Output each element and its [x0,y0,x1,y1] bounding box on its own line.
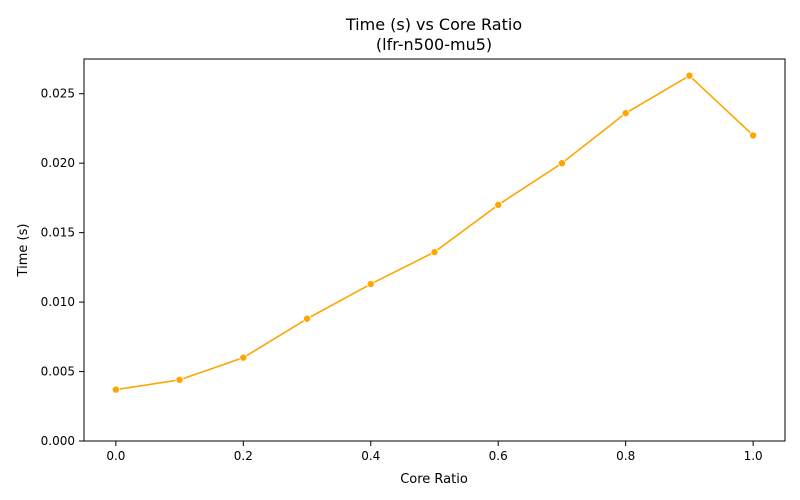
data-point [175,375,184,384]
x-tick-label: 0.2 [234,449,253,463]
x-tick-label: 0.6 [489,449,508,463]
data-point [239,353,248,362]
y-axis-ticks: 0.000 0.005 0.010 0.015 0.020 0.025 [41,87,84,448]
data-point [303,314,312,323]
data-point [749,131,758,140]
x-tick-label: 0.0 [106,449,125,463]
plot-frame [83,58,786,442]
x-tick-label: 0.8 [616,449,635,463]
series-layer [111,71,758,394]
data-point [557,159,566,168]
y-tick-label: 0.020 [41,156,75,170]
y-tick-label: 0.015 [41,226,75,240]
data-point [430,248,439,257]
data-point [366,280,375,289]
x-axis-ticks: 0.0 0.2 0.4 0.6 0.8 1.0 [106,441,763,463]
data-point [494,200,503,209]
data-point [685,71,694,80]
x-tick-label: 1.0 [744,449,763,463]
chart-title: Time (s) vs Core Ratio [345,15,522,34]
data-point [621,109,630,118]
y-tick-label: 0.010 [41,295,75,309]
y-axis-label: Time (s) [16,224,31,278]
x-tick-label: 0.4 [361,449,380,463]
y-tick-label: 0.005 [41,365,75,379]
data-point [111,385,120,394]
y-tick-label: 0.025 [41,87,75,101]
x-axis-label: Core Ratio [400,472,468,487]
y-tick-label: 0.000 [41,434,75,448]
chart-subtitle: (lfr-n500-mu5) [376,35,492,54]
